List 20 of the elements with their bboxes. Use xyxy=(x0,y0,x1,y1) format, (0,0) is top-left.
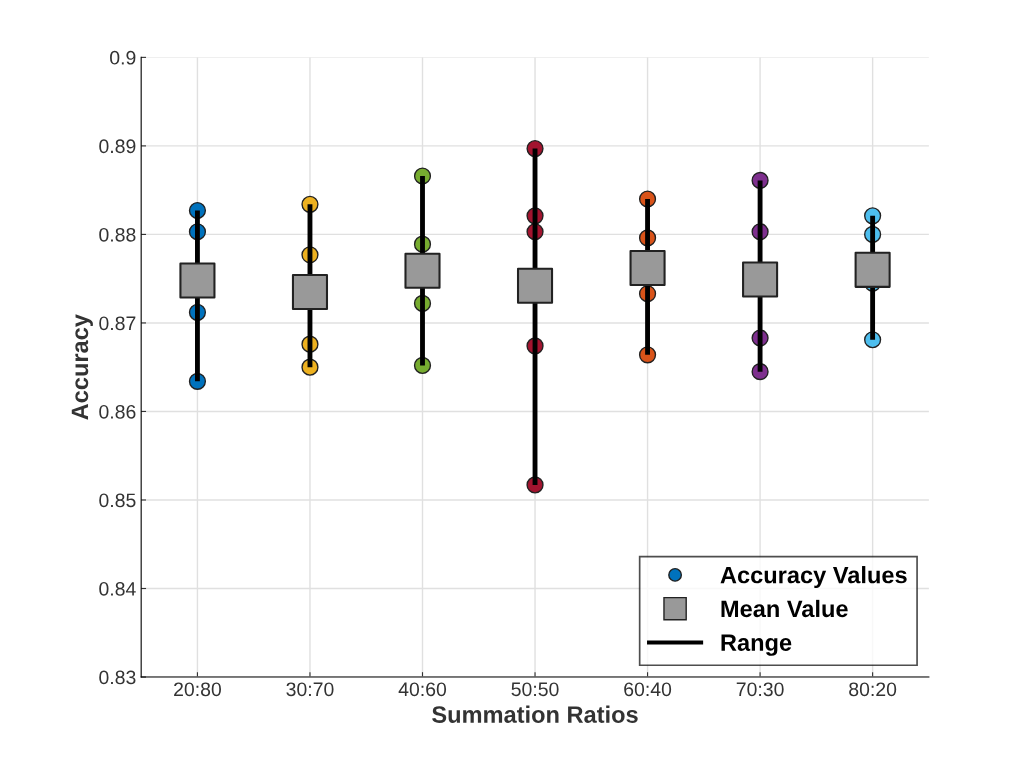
legend-label: Range xyxy=(721,634,792,656)
y-tick-label: 0.83 xyxy=(99,670,136,685)
y-tick-label: 0.84 xyxy=(99,581,136,596)
y-tick-label: 0.9 xyxy=(110,50,136,65)
x-tick-label: 30:70 xyxy=(286,682,334,697)
legend-label: Mean Value xyxy=(721,599,848,618)
y-axis-title: Accuracy xyxy=(71,314,93,420)
x-tick-label: 80:20 xyxy=(849,682,897,697)
y-tick-label: 0.88 xyxy=(99,227,136,242)
y-tick-label: 0.89 xyxy=(99,139,136,154)
y-tick-label: 0.86 xyxy=(99,404,136,419)
y-tick-label: 0.85 xyxy=(99,493,136,508)
x-tick-label: 60:40 xyxy=(624,682,672,697)
x-tick-label: 70:30 xyxy=(736,682,784,697)
x-tick-label: 40:60 xyxy=(398,682,447,697)
legend-label: Accuracy Values xyxy=(720,566,907,589)
x-tick-label: 50:50 xyxy=(511,682,559,697)
y-tick-label: 0.87 xyxy=(99,316,136,331)
x-axis-title: Summation Ratios xyxy=(432,705,638,723)
x-tick-label: 20:80 xyxy=(174,682,222,697)
